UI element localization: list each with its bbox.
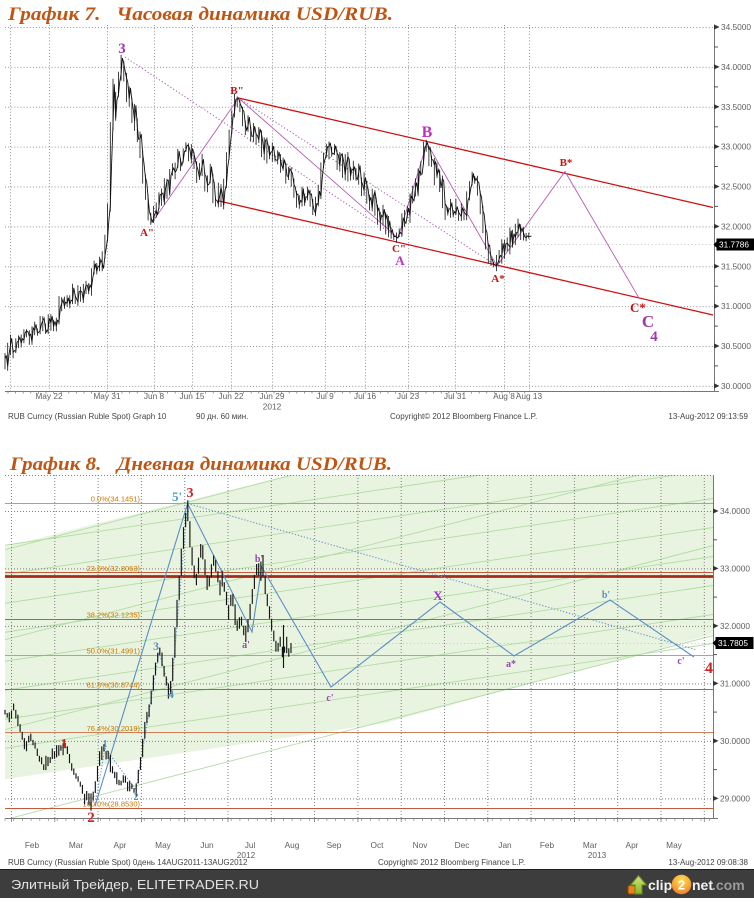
svg-text:Jul 9: Jul 9: [316, 391, 334, 401]
svg-text:Элитный Трейдер, ELITETRADER.R: Элитный Трейдер, ELITETRADER.RU: [11, 878, 259, 892]
svg-text:Jan: Jan: [498, 840, 512, 850]
svg-text:30.5000: 30.5000: [721, 341, 751, 351]
svg-text:1: 1: [103, 739, 108, 750]
svg-text:A: A: [395, 253, 405, 268]
svg-text:Mar: Mar: [69, 840, 84, 850]
svg-text:Sep: Sep: [327, 840, 342, 850]
svg-text:Copyright© 2012 Bloomberg Fina: Copyright© 2012 Bloomberg Finance L.P.: [378, 858, 525, 867]
svg-text:X: X: [433, 588, 443, 603]
svg-text:Jul 23: Jul 23: [397, 391, 420, 401]
svg-text:Jun 15: Jun 15: [180, 391, 205, 401]
svg-text:Nov: Nov: [413, 840, 429, 850]
svg-text:Feb: Feb: [540, 840, 555, 850]
svg-text:29.0000: 29.0000: [720, 793, 750, 803]
svg-text:32.5000: 32.5000: [721, 182, 751, 192]
svg-text:34.5000: 34.5000: [721, 22, 751, 32]
svg-text:4: 4: [705, 660, 713, 677]
svg-text:Aug: Aug: [285, 840, 300, 850]
svg-text:a*: a*: [506, 659, 516, 670]
svg-text:1: 1: [61, 737, 68, 752]
svg-text:Mar: Mar: [583, 840, 598, 850]
svg-text:May 22: May 22: [35, 391, 63, 401]
svg-text:May: May: [666, 840, 683, 850]
svg-text:Copyright© 2012 Bloomberg Fina: Copyright© 2012 Bloomberg Finance L.P.: [390, 412, 537, 421]
svg-text:33.0000: 33.0000: [721, 142, 751, 152]
svg-text:Aug 8: Aug 8: [493, 391, 515, 401]
svg-text:a': a': [242, 640, 250, 651]
svg-text:B*: B*: [560, 157, 573, 169]
svg-text:Dec: Dec: [455, 840, 470, 850]
svg-text:76.4%(30.2019): 76.4%(30.2019): [87, 724, 141, 733]
svg-text:31.5000: 31.5000: [721, 261, 751, 271]
svg-text:3: 3: [118, 41, 126, 57]
svg-text:A*: A*: [491, 273, 505, 285]
svg-text:2: 2: [134, 792, 139, 803]
svg-text:34.0000: 34.0000: [721, 62, 751, 72]
svg-text:Feb: Feb: [25, 840, 40, 850]
svg-text:32.0000: 32.0000: [720, 621, 750, 631]
svg-text:График 8. Дневная динамика U: График 8. Дневная динамика USD/RUB.: [9, 454, 392, 475]
svg-text:Apr: Apr: [626, 840, 639, 850]
svg-text:3: 3: [153, 639, 159, 653]
svg-text:Jun 8: Jun 8: [144, 391, 165, 401]
svg-text:23.6%(32.8063): 23.6%(32.8063): [87, 564, 141, 573]
svg-text:13-Aug-2012 09:13:59: 13-Aug-2012 09:13:59: [668, 412, 748, 421]
svg-text:May 31: May 31: [93, 391, 121, 401]
svg-text:График 7. Часовая динамика U: График 7. Часовая динамика USD/RUB.: [7, 4, 393, 25]
svg-text:90 дн. 60 мин.: 90 дн. 60 мин.: [196, 412, 248, 421]
svg-text:13-Aug-2012 09:08:38: 13-Aug-2012 09:08:38: [668, 858, 748, 867]
svg-text:Jun: Jun: [200, 840, 214, 850]
svg-text:31.7786: 31.7786: [719, 240, 749, 250]
svg-text:Jul 31: Jul 31: [444, 391, 467, 401]
svg-text:31.0000: 31.0000: [721, 301, 751, 311]
svg-text:2: 2: [87, 810, 95, 826]
svg-text:2012: 2012: [263, 402, 282, 412]
svg-text:Jun 29: Jun 29: [260, 391, 285, 401]
svg-text:33.5000: 33.5000: [721, 102, 751, 112]
svg-text:clip: clip: [648, 877, 672, 893]
svg-text:33.0000: 33.0000: [720, 563, 750, 573]
svg-text:A": A": [140, 227, 154, 239]
svg-text:net: net: [692, 877, 713, 893]
svg-text:5': 5': [172, 489, 182, 504]
svg-text:May: May: [155, 840, 172, 850]
svg-text:2: 2: [678, 878, 685, 893]
svg-text:4: 4: [168, 687, 174, 701]
svg-text:Oct: Oct: [371, 840, 385, 850]
svg-text:30.0000: 30.0000: [721, 381, 751, 391]
svg-text:RUB Curncy (Russian Ruble Spot: RUB Curncy (Russian Ruble Spot) Graph 10: [8, 412, 167, 421]
svg-text:34.0000: 34.0000: [720, 506, 750, 516]
svg-text:.com: .com: [712, 877, 745, 893]
svg-text:30.0000: 30.0000: [720, 736, 750, 746]
svg-text:Apr: Apr: [114, 840, 127, 850]
svg-text:Jul: Jul: [245, 840, 256, 850]
svg-text:0.0%(34.1451): 0.0%(34.1451): [91, 495, 141, 504]
svg-text:B: B: [422, 124, 433, 141]
svg-text:3: 3: [187, 486, 194, 501]
svg-text:Jul 16: Jul 16: [354, 391, 377, 401]
svg-text:B": B": [230, 85, 243, 97]
svg-text:b': b': [255, 554, 264, 565]
svg-text:b': b': [602, 590, 611, 601]
svg-text:2013: 2013: [588, 850, 607, 860]
svg-text:Jun 22: Jun 22: [219, 391, 244, 401]
svg-text:c': c': [326, 693, 333, 704]
svg-text:50.0%(31.4991): 50.0%(31.4991): [87, 647, 141, 656]
svg-text:31.0000: 31.0000: [720, 678, 750, 688]
svg-text:38.2%(32.1235): 38.2%(32.1235): [87, 611, 141, 620]
svg-text:RUB Curncy (Russian Ruble Spot: RUB Curncy (Russian Ruble Spot) 0день 14…: [8, 858, 248, 867]
svg-text:31.7805: 31.7805: [718, 638, 748, 648]
svg-text:Aug 13: Aug 13: [516, 391, 543, 401]
svg-text:32.0000: 32.0000: [721, 221, 751, 231]
svg-text:4: 4: [650, 329, 658, 345]
svg-text:c': c': [677, 656, 684, 667]
